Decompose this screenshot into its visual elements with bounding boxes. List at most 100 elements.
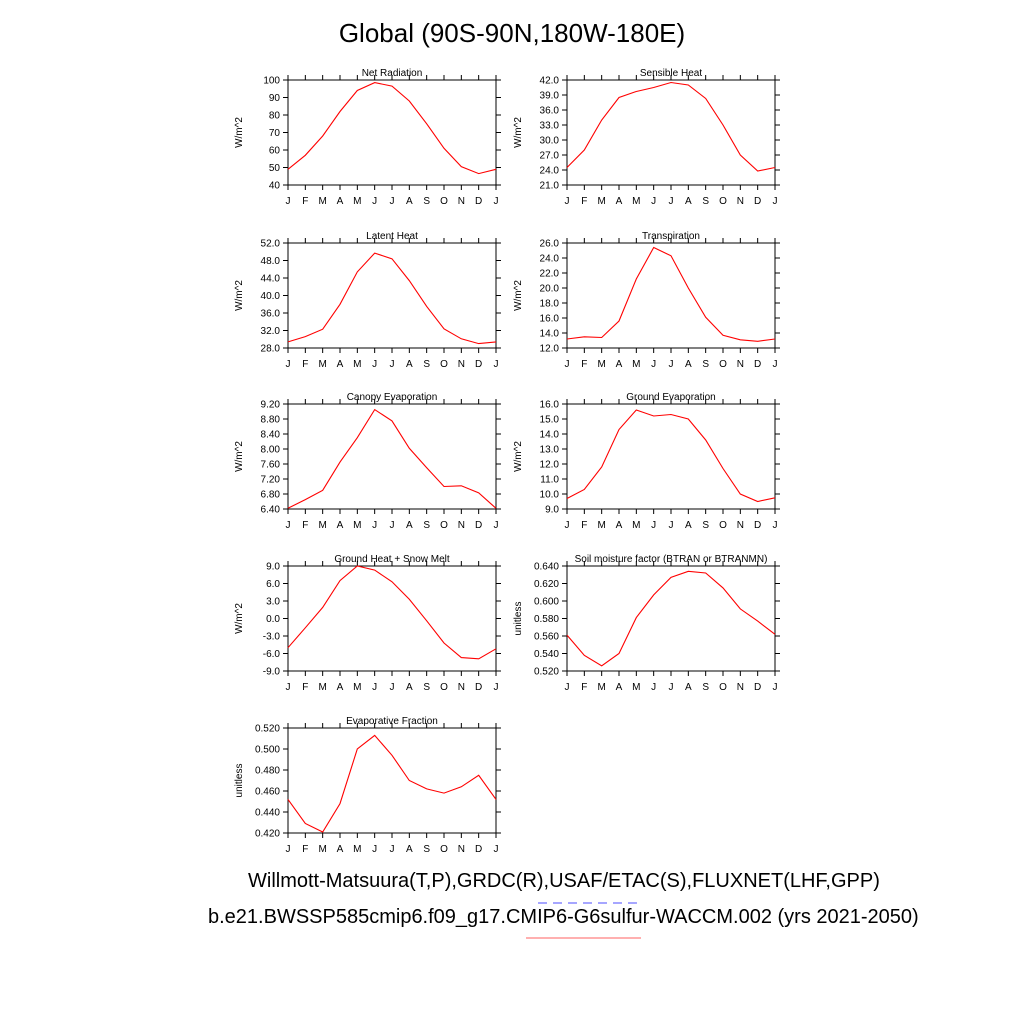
x-tick-label: J <box>390 359 395 370</box>
x-tick-label: A <box>337 359 344 370</box>
x-tick-label: S <box>423 682 430 693</box>
x-tick-label: J <box>494 520 499 531</box>
y-axis-label: W/m^2 <box>513 441 524 472</box>
y-tick-label: 0.520 <box>534 667 559 678</box>
y-tick-label: 6.80 <box>261 490 281 501</box>
x-tick-label: J <box>773 359 778 370</box>
x-tick-label: O <box>719 196 727 207</box>
x-tick-label: F <box>302 196 308 207</box>
plot-frame <box>287 79 497 186</box>
y-tick-label: 30.0 <box>540 136 560 147</box>
x-tick-label: F <box>302 844 308 855</box>
x-tick-label: M <box>597 520 605 531</box>
x-tick-label: S <box>423 844 430 855</box>
panel-title: Canopy Evaporation <box>347 392 438 403</box>
plot-frame <box>566 79 776 186</box>
plot-frame <box>287 403 497 510</box>
y-tick-label: 50 <box>269 163 281 174</box>
x-tick-label: S <box>702 682 709 693</box>
x-tick-label: A <box>406 844 413 855</box>
x-tick-label: D <box>475 682 482 693</box>
y-tick-label: 6.40 <box>261 505 281 516</box>
x-tick-label: D <box>475 196 482 207</box>
chart-panel-6: Ground Evaporation W/m^2 9.0 10.0 11.0 12.0 13… <box>513 392 780 531</box>
y-tick-label: 21.0 <box>540 181 560 192</box>
plot-frame <box>566 242 776 349</box>
x-tick-label: O <box>719 359 727 370</box>
plot-frame <box>566 565 776 672</box>
y-tick-label: 9.0 <box>266 562 280 573</box>
series-line <box>566 81 776 172</box>
x-tick-label: D <box>754 682 761 693</box>
y-tick-label: 22.0 <box>540 269 560 280</box>
y-axis-label: W/m^2 <box>234 280 245 311</box>
y-tick-label: 0.420 <box>255 829 280 840</box>
y-tick-label: 0.500 <box>255 745 280 756</box>
x-tick-label: A <box>616 196 623 207</box>
y-axis-label: W/m^2 <box>234 603 245 634</box>
y-axis-label: W/m^2 <box>513 117 524 148</box>
x-tick-label: M <box>318 359 326 370</box>
x-tick-label: A <box>685 682 692 693</box>
y-tick-label: 42.0 <box>540 76 560 87</box>
x-tick-label: N <box>458 196 465 207</box>
y-tick-label: 0.480 <box>255 766 280 777</box>
x-tick-label: M <box>318 844 326 855</box>
x-tick-label: J <box>565 196 570 207</box>
x-tick-label: O <box>440 520 448 531</box>
panel-title: Ground Heat + Snow Melt <box>334 554 450 565</box>
x-tick-label: M <box>318 682 326 693</box>
x-tick-label: N <box>458 844 465 855</box>
panel-title: Ground Evaporation <box>626 392 716 403</box>
x-tick-label: J <box>390 196 395 207</box>
x-tick-label: A <box>406 196 413 207</box>
x-tick-label: J <box>651 682 656 693</box>
y-tick-label: 9.20 <box>261 400 281 411</box>
x-tick-label: O <box>719 682 727 693</box>
x-tick-label: J <box>390 844 395 855</box>
series-line <box>287 734 497 833</box>
y-tick-label: 48.0 <box>261 256 281 267</box>
x-tick-label: M <box>597 359 605 370</box>
y-tick-label: -6.0 <box>263 649 281 660</box>
x-tick-label: O <box>719 520 727 531</box>
x-tick-label: M <box>353 682 361 693</box>
plot-frame <box>566 403 776 510</box>
y-tick-label: 10.0 <box>540 490 560 501</box>
y-tick-label: 28.0 <box>261 344 281 355</box>
chart-panel-2: Sensible Heat W/m^2 21.0 24.0 27.0 30.0 33.0 36… <box>513 68 780 207</box>
x-tick-label: A <box>685 196 692 207</box>
y-tick-label: 18.0 <box>540 299 560 310</box>
y-tick-label: 0.520 <box>255 724 280 735</box>
x-tick-label: A <box>616 682 623 693</box>
panel-title: Latent Heat <box>366 231 418 242</box>
y-tick-label: 8.80 <box>261 415 281 426</box>
x-tick-label: S <box>423 520 430 531</box>
x-tick-label: J <box>286 520 291 531</box>
y-tick-label: 11.0 <box>540 475 559 486</box>
x-tick-label: M <box>597 682 605 693</box>
y-axis-label: unitless <box>513 602 524 636</box>
panel-title: Evaporative Fraction <box>346 716 438 727</box>
x-tick-label: M <box>318 520 326 531</box>
x-tick-label: O <box>440 359 448 370</box>
y-tick-label: 36.0 <box>540 106 560 117</box>
x-tick-label: D <box>475 359 482 370</box>
chart-panel-7: Ground Heat + Snow Melt W/m^2 -9.0 -6.0 -3.0… <box>234 554 501 693</box>
y-tick-label: 24.0 <box>540 254 560 265</box>
y-axis-label: unitless <box>234 764 245 798</box>
y-tick-label: 0.600 <box>534 597 559 608</box>
x-tick-label: J <box>372 520 377 531</box>
x-tick-label: O <box>440 196 448 207</box>
y-tick-label: 14.0 <box>540 329 560 340</box>
chart-panel-4: Transpiration W/m^2 12.0 14.0 16.0 18.0 20.0 22… <box>513 231 780 370</box>
x-tick-label: S <box>423 359 430 370</box>
chart-panel-3: Latent Heat W/m^2 28.0 32.0 36.0 40.0 44.0 48.0… <box>234 231 501 370</box>
x-tick-label: J <box>773 682 778 693</box>
x-tick-label: D <box>475 520 482 531</box>
x-tick-label: O <box>440 682 448 693</box>
x-tick-label: J <box>651 359 656 370</box>
x-tick-label: N <box>737 682 744 693</box>
